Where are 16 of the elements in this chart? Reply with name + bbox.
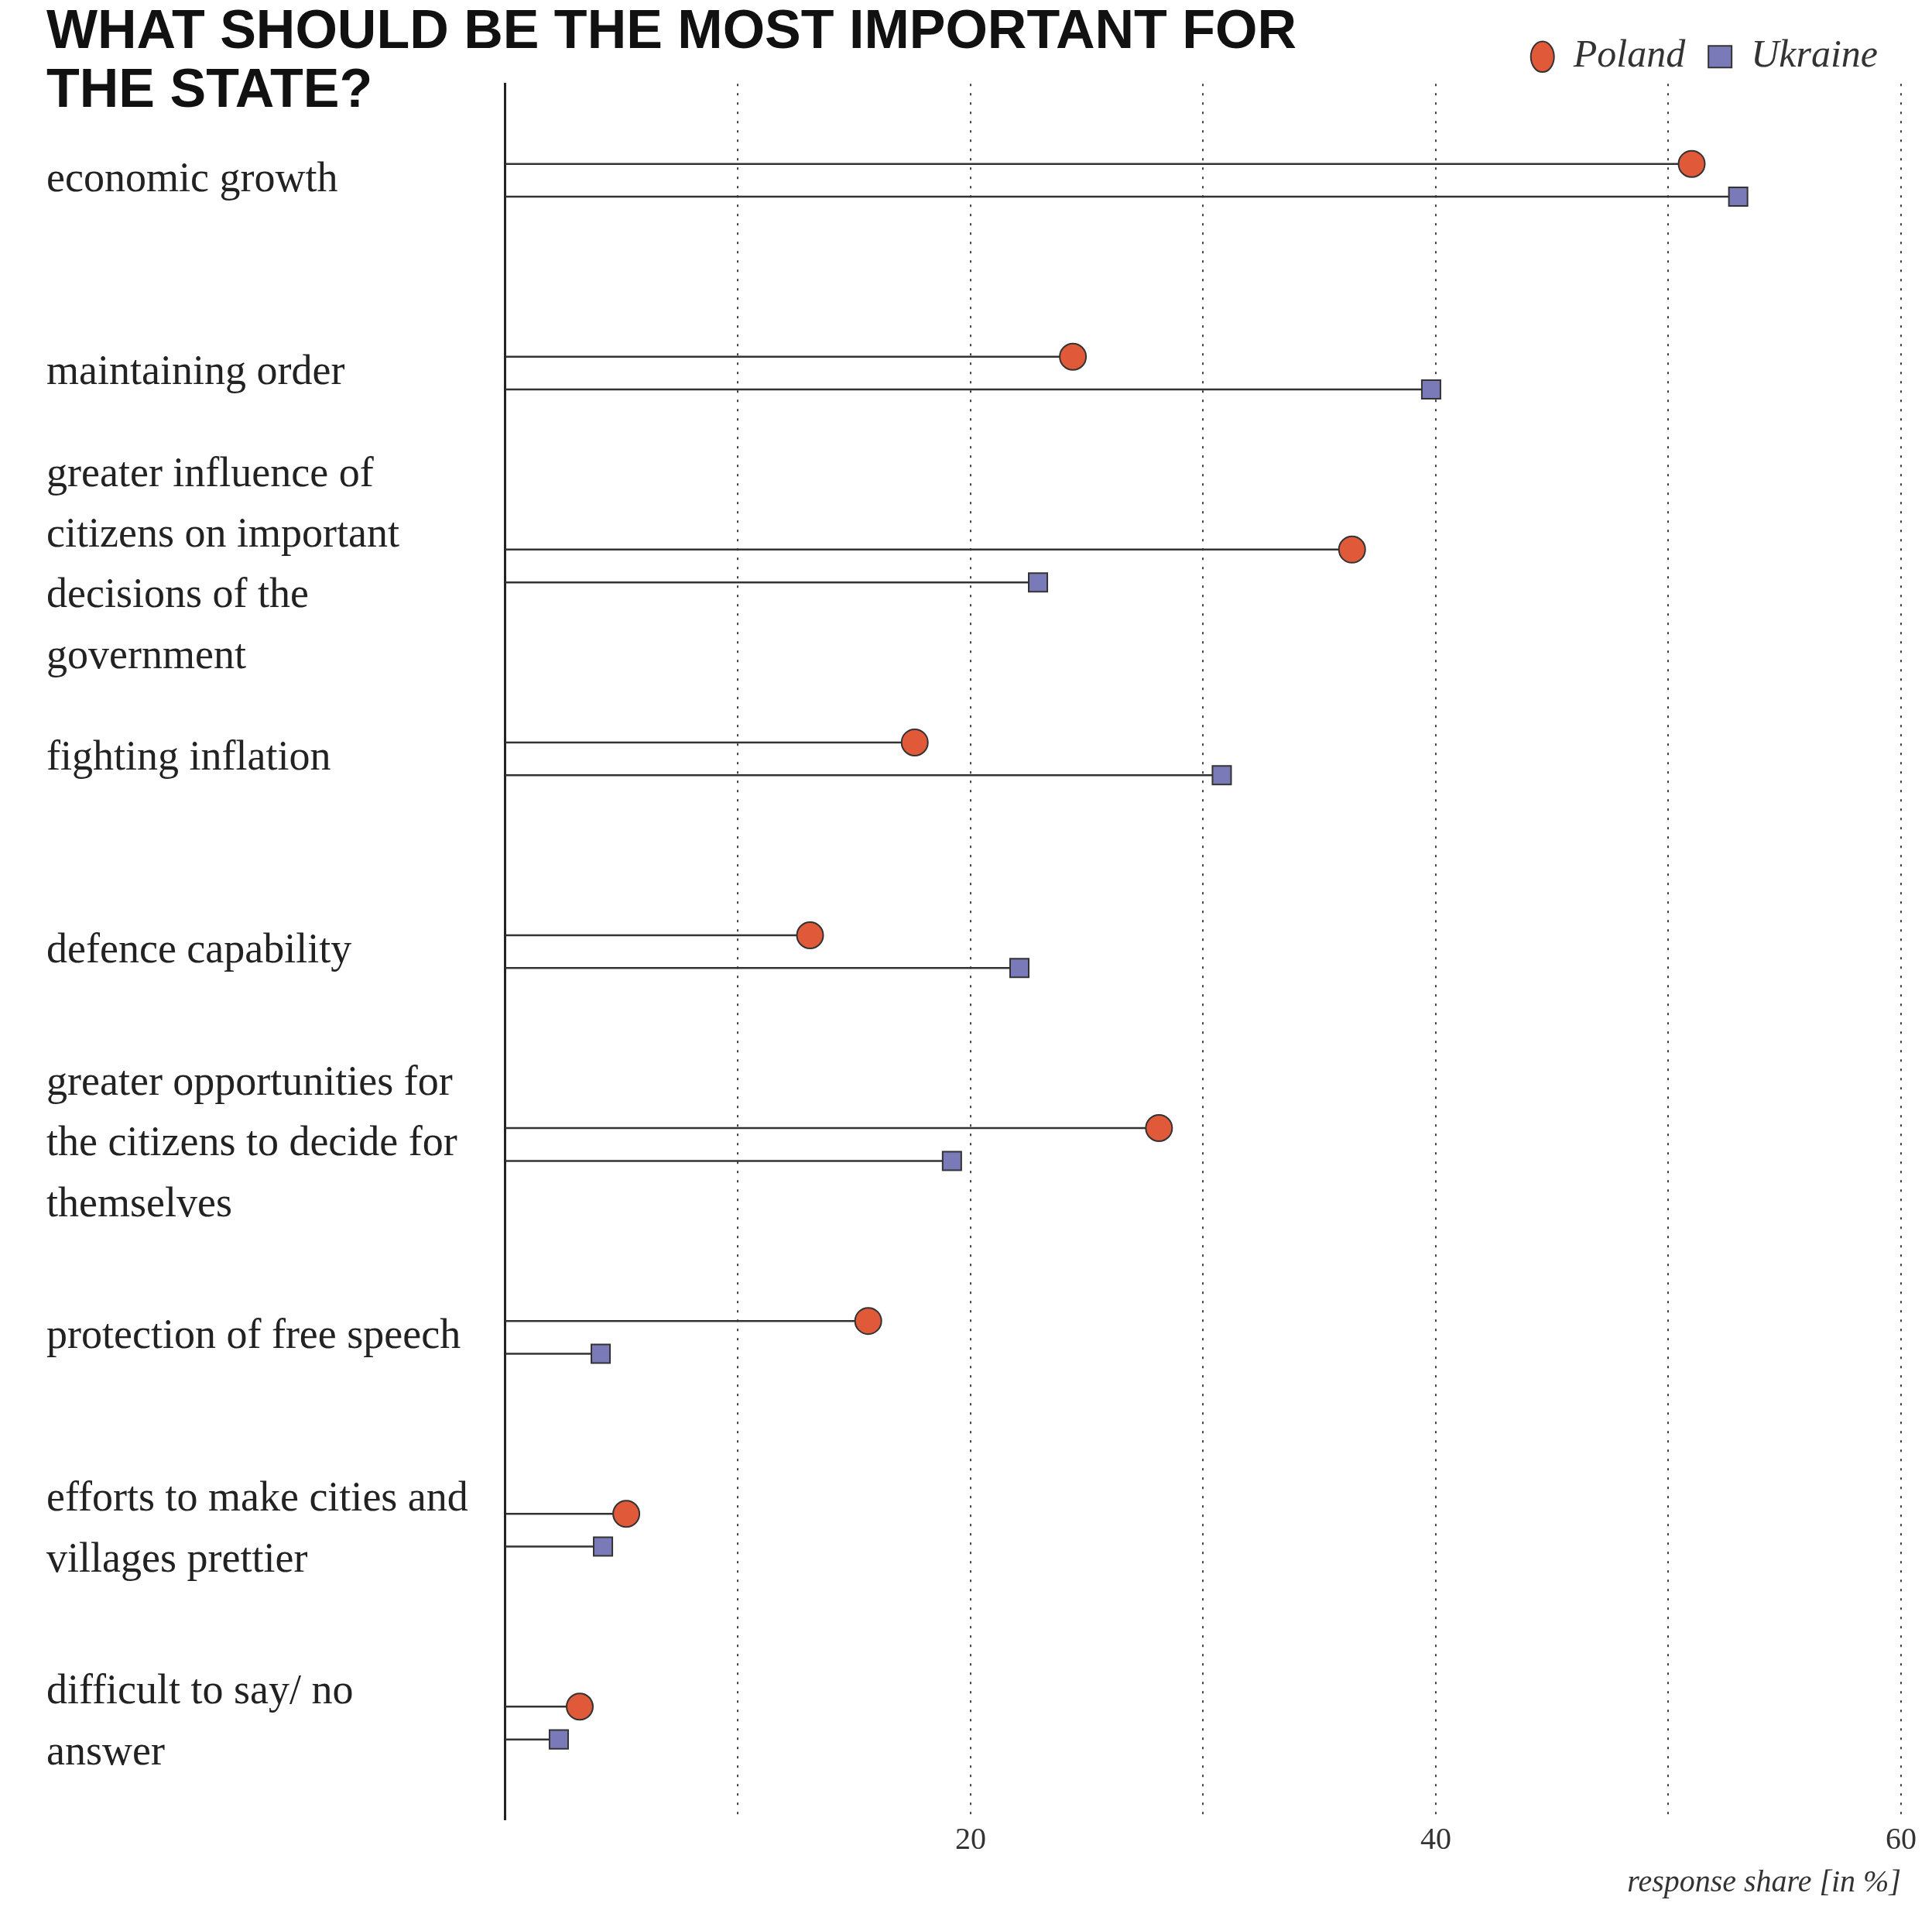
x-tick-label: 20 xyxy=(954,1820,986,1856)
y-tick-label: greater opportunities for the citizens to decide for themselves xyxy=(46,1058,457,1226)
x-tick-label: 40 xyxy=(1420,1820,1451,1856)
x-axis-title: response share [in %] xyxy=(1627,1863,1901,1898)
y-tick-label: efforts to make cities and villages prettier xyxy=(46,1473,468,1581)
chart-title: WHAT SHOULD BE THE MOST IMPORTANT FOR THE STATE? xyxy=(46,0,1298,118)
legend-label: Poland xyxy=(1572,32,1687,76)
legend-label: Ukraine xyxy=(1751,32,1878,76)
y-tick-label: economic growth xyxy=(46,154,338,201)
y-tick-label: protection of free speech xyxy=(46,1311,461,1358)
x-tick-label: 60 xyxy=(1886,1820,1917,1856)
y-tick-label: fighting inflation xyxy=(46,732,331,780)
y-tick-label: greater influence of citizens on important decisions of the government xyxy=(46,448,399,677)
y-tick-label: difficult to say/ no answer xyxy=(46,1666,354,1774)
y-tick-label: maintaining order xyxy=(46,347,345,394)
y-tick-label: defence capability xyxy=(46,925,352,972)
